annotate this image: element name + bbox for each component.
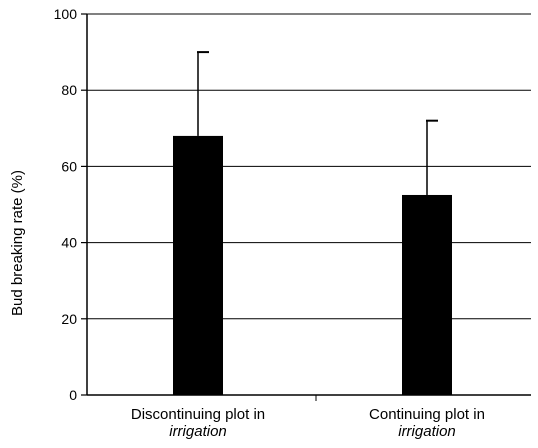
y-tick-label-100: 100 [54, 6, 78, 22]
axes [81, 13, 531, 401]
y-tick-label-0: 0 [69, 387, 77, 403]
y-axis-title: Bud breaking rate (%) [9, 170, 26, 316]
y-tick-labels: 0 20 40 60 80 100 [54, 6, 78, 403]
y-tick-label-40: 40 [61, 235, 77, 251]
x-category-label-2-line-2: irrigation [398, 423, 456, 440]
bar-2 [402, 194, 452, 395]
gridlines [87, 13, 531, 320]
y-tick-label-80: 80 [61, 82, 77, 98]
y-tick-label-60: 60 [61, 158, 77, 174]
x-category-label-1-line-1: Discontinuing plot in [131, 406, 265, 423]
x-category-label-2-line-1: Continuing plot in [369, 406, 485, 423]
bars [173, 51, 452, 396]
y-tick-label-20: 20 [61, 311, 77, 327]
bar-1 [173, 135, 223, 396]
x-category-label-1-line-2: irrigation [169, 423, 227, 440]
x-category-labels: Discontinuing plot inirrigationContinuin… [131, 406, 485, 440]
